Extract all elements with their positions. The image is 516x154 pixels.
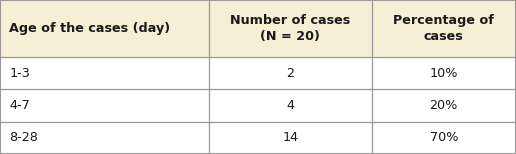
Text: Age of the cases (day): Age of the cases (day) — [9, 22, 170, 35]
Text: 10%: 10% — [429, 67, 458, 80]
Bar — [0, 89, 209, 122]
Text: Percentage of
cases: Percentage of cases — [393, 14, 494, 43]
Text: Number of cases
(N = 20): Number of cases (N = 20) — [230, 14, 350, 43]
Bar — [209, 57, 372, 89]
Text: 8-28: 8-28 — [9, 131, 38, 144]
Text: 14: 14 — [282, 131, 298, 144]
Text: 2: 2 — [286, 67, 294, 80]
Bar — [0, 122, 209, 154]
Bar — [372, 122, 516, 154]
Text: 1-3: 1-3 — [9, 67, 30, 80]
Text: 4: 4 — [286, 99, 294, 112]
Bar — [209, 0, 372, 57]
Text: 20%: 20% — [430, 99, 458, 112]
Bar — [209, 89, 372, 122]
Bar — [0, 0, 209, 57]
Bar — [0, 57, 209, 89]
Bar — [209, 122, 372, 154]
Bar — [372, 0, 516, 57]
Text: 70%: 70% — [429, 131, 458, 144]
Bar — [372, 57, 516, 89]
Bar — [372, 89, 516, 122]
Text: 4-7: 4-7 — [9, 99, 30, 112]
